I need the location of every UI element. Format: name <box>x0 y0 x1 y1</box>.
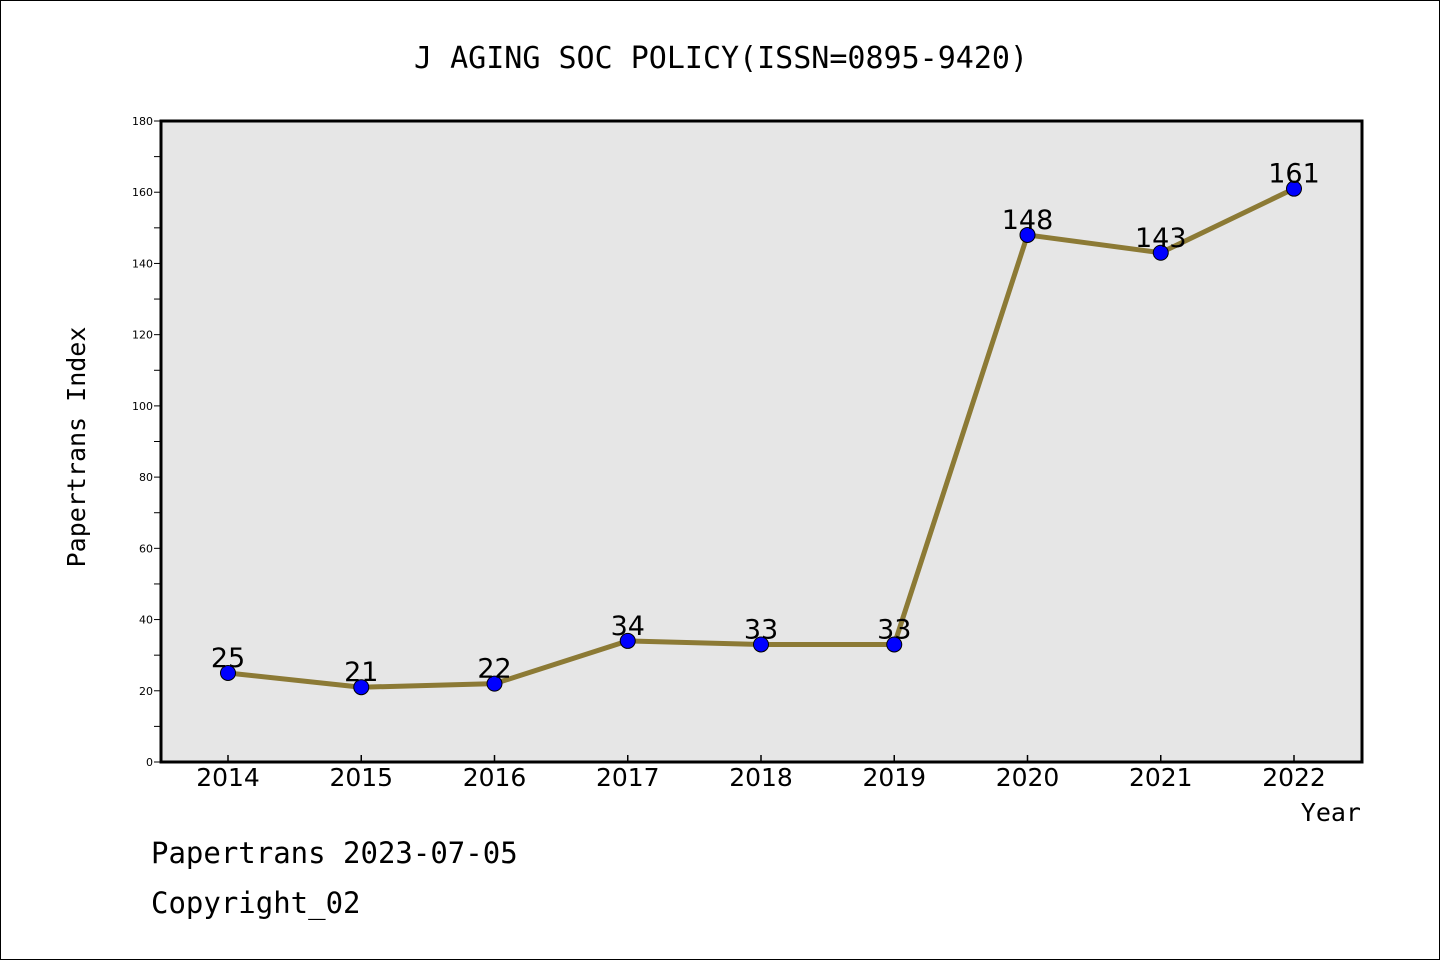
x-tick-label: 2017 <box>596 763 660 792</box>
y-tick-label: 140 <box>132 257 153 270</box>
data-label: 161 <box>1268 159 1320 190</box>
data-point-marker <box>220 664 236 681</box>
data-label: 34 <box>611 611 645 642</box>
data-label: 33 <box>744 614 778 645</box>
x-tick-label: 2022 <box>1262 763 1326 792</box>
x-axis-label: Year <box>1301 798 1361 827</box>
data-label: 148 <box>1002 205 1054 236</box>
x-tick-label: 2014 <box>196 763 260 792</box>
y-tick-label: 180 <box>132 115 153 128</box>
y-tick-label: 120 <box>132 329 153 342</box>
data-label: 25 <box>211 643 245 674</box>
data-label: 21 <box>344 657 378 688</box>
chart-title: J AGING SOC POLICY(ISSN=0895-9420) <box>414 41 1028 76</box>
x-tick-label: 2018 <box>729 763 793 792</box>
y-tick-label: 40 <box>139 614 153 627</box>
y-tick-label: 80 <box>139 471 153 484</box>
y-tick-label: 100 <box>132 400 153 413</box>
data-point-marker <box>353 679 370 696</box>
y-axis: 0 20 40 60 80 100 120 140 160 180 <box>132 115 161 769</box>
footer-date-text: Papertrans 2023-07-05 <box>151 836 518 870</box>
data-label: 143 <box>1135 223 1187 254</box>
x-tick-label: 2021 <box>1129 763 1193 792</box>
data-point-marker <box>486 675 503 692</box>
x-tick-label: 2020 <box>996 763 1060 792</box>
data-label: 22 <box>477 654 511 685</box>
data-point-marker <box>753 636 769 653</box>
x-tick-label: 2019 <box>862 763 926 792</box>
data-point-marker <box>619 632 636 649</box>
y-tick-label: 0 <box>146 756 153 769</box>
x-tick-label: 2016 <box>463 763 527 792</box>
y-axis-label: Papertrans Index <box>62 327 91 568</box>
x-tick-label: 2015 <box>329 763 393 792</box>
plot-area <box>159 119 1364 764</box>
data-point-marker <box>886 636 903 653</box>
data-point-marker <box>1286 180 1302 197</box>
data-point-marker <box>1152 244 1169 261</box>
x-axis: 2014 2015 2016 2017 2018 2019 2020 2021 2022 <box>196 755 1326 792</box>
data-point-marker <box>1019 226 1036 243</box>
footer-copyright-text: Copyright_02 <box>151 886 361 920</box>
y-tick-label: 160 <box>132 186 153 199</box>
y-tick-label: 20 <box>139 685 153 698</box>
y-tick-label: 60 <box>139 542 153 555</box>
data-label: 33 <box>877 614 911 645</box>
series-layer: 25 21 22 34 33 33 148 143 161 <box>211 159 1320 696</box>
